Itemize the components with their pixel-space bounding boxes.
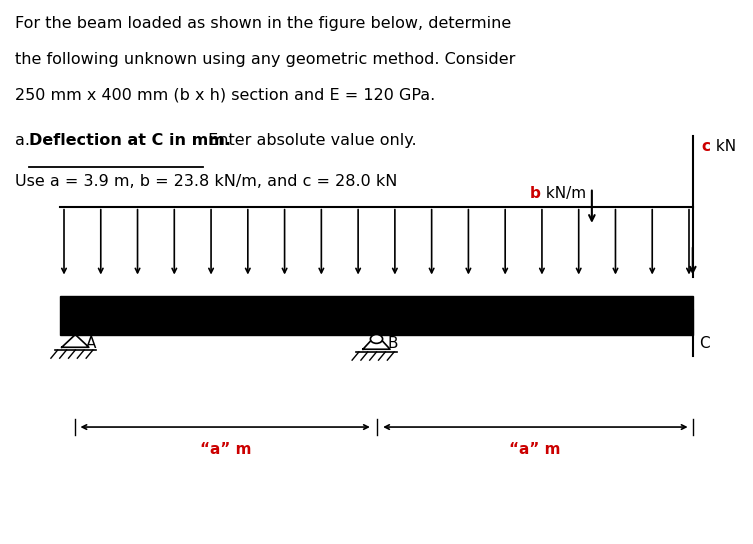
Text: Enter absolute value only.: Enter absolute value only.	[203, 133, 417, 149]
Text: “a” m: “a” m	[509, 442, 560, 458]
Text: C: C	[699, 336, 709, 351]
Text: For the beam loaded as shown in the figure below, determine: For the beam loaded as shown in the figu…	[15, 16, 511, 32]
Text: Deflection at C in mm.: Deflection at C in mm.	[29, 133, 230, 149]
Text: A: A	[86, 336, 96, 351]
Text: B: B	[387, 336, 398, 351]
Text: c: c	[702, 139, 711, 154]
Text: kN/m: kN/m	[541, 186, 586, 201]
Text: a.: a.	[15, 133, 35, 149]
Bar	[60, 296, 693, 335]
Text: the following unknown using any geometric method. Consider: the following unknown using any geometri…	[15, 52, 516, 67]
Text: 250 mm x 400 mm (b x h) section and E = 120 GPa.: 250 mm x 400 mm (b x h) section and E = …	[15, 87, 435, 102]
Text: “a” m: “a” m	[200, 442, 252, 458]
Circle shape	[370, 335, 383, 343]
Text: b: b	[530, 186, 541, 201]
Text: Use a = 3.9 m, b = 23.8 kN/m, and c = 28.0 kN: Use a = 3.9 m, b = 23.8 kN/m, and c = 28…	[15, 174, 398, 189]
Text: kN: kN	[711, 139, 736, 154]
